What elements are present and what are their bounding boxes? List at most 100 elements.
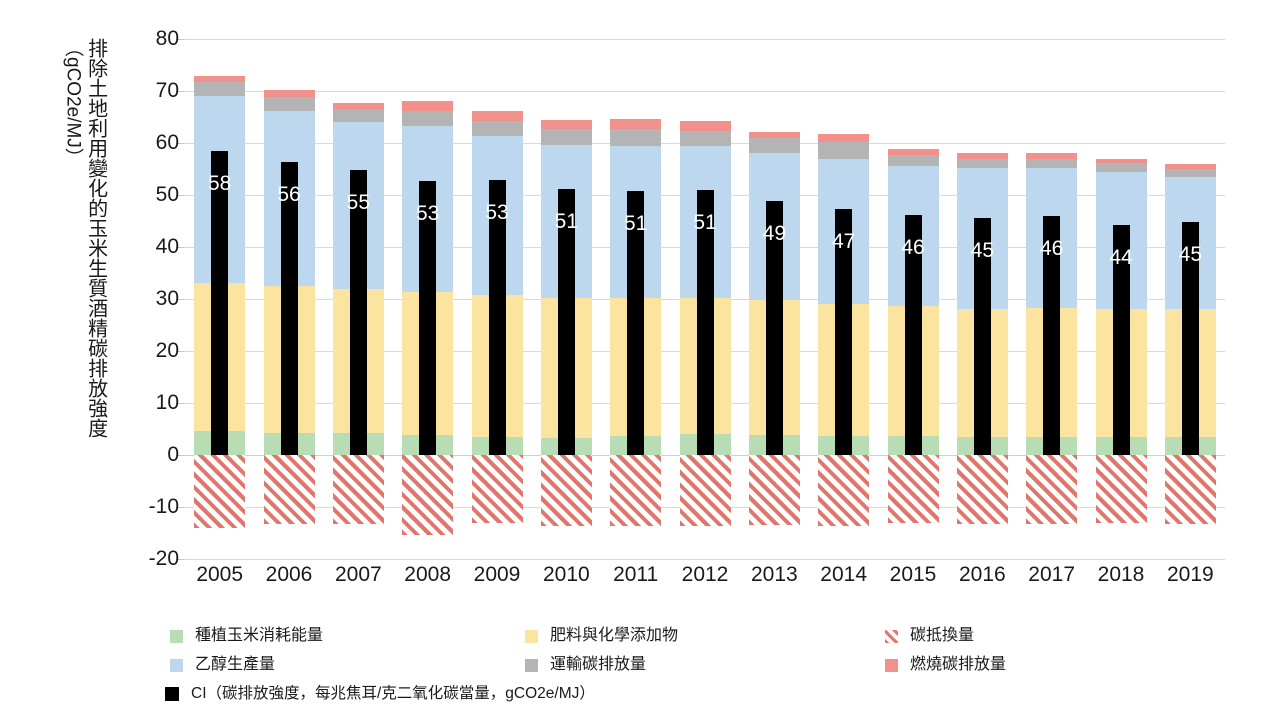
ci-overlay-bar[interactable] <box>627 190 645 455</box>
bar-segment-carbon-offset <box>194 455 246 529</box>
plot-area: 80 70 60 50 40 30 20 10 0 -10 -20 58 56 55 53 53 51 51 51… <box>149 27 1225 586</box>
legend-swatch-black <box>165 686 179 701</box>
bar-column[interactable] <box>887 39 939 559</box>
y-axis-label-text: 排除土地利用變化的玉米生質酒精碳排放強度 <box>84 38 107 438</box>
ci-overlay-bar[interactable] <box>765 200 783 455</box>
bar-segment-combustion-emissions <box>679 120 731 131</box>
bar-segment-transport-emissions <box>610 128 662 146</box>
legend-item-ci[interactable]: CI（碳排放強度，每兆焦耳/克二氧化碳當量，gCO2e/MJ） <box>165 686 595 702</box>
y-axis-tick-label: -20 <box>148 547 179 570</box>
ci-overlay-bar[interactable] <box>488 180 506 455</box>
bar-segment-transport-emissions <box>818 141 870 160</box>
legend-swatch-yellow <box>525 629 538 643</box>
bar-segment-combustion-emissions <box>1026 152 1078 159</box>
bar-column[interactable] <box>332 39 384 559</box>
x-axis-tick-label: 2019 <box>1166 563 1214 586</box>
ci-overlay-bar[interactable] <box>835 208 853 455</box>
y-axis-tickmark <box>176 507 185 508</box>
x-axis-tick-label: 2012 <box>681 563 729 586</box>
bar-column[interactable] <box>471 39 523 559</box>
ci-overlay-bar[interactable] <box>349 169 367 455</box>
ci-overlay-bar[interactable] <box>557 188 575 455</box>
bar-segment-carbon-offset <box>332 455 384 525</box>
x-axis-tick-label: 2013 <box>750 563 798 586</box>
x-axis-tick-label: 2016 <box>958 563 1006 586</box>
bar-segment-carbon-offset <box>402 455 454 535</box>
y-axis-tick-label: 50 <box>155 183 179 206</box>
y-axis-tick-label: 20 <box>155 339 179 362</box>
y-axis-tick-label: 30 <box>155 287 179 310</box>
legend-swatch-pink <box>885 658 898 672</box>
ci-overlay-bar[interactable] <box>973 218 991 455</box>
legend-label: 肥料與化學添加物 <box>550 627 679 644</box>
bar-segment-combustion-emissions <box>471 111 523 121</box>
bar-segment-carbon-offset <box>1026 455 1078 524</box>
x-axis-tick-label: 2008 <box>404 563 452 586</box>
y-axis-tick-label: 10 <box>155 391 179 414</box>
ci-overlay-bar[interactable] <box>1181 222 1199 455</box>
ci-overlay-bar[interactable] <box>1112 225 1130 455</box>
bar-segment-transport-emissions <box>1026 158 1078 169</box>
chart-legend: 種植玉米消耗能量 乙醇生產量 肥料與化學添加物 運輸碳排放量 碳抵換量燃燒碳排放量 CI（… <box>165 628 1220 714</box>
bar-segment-combustion-emissions <box>540 119 592 129</box>
y-axis-label: 排除土地利用變化的玉米生質酒精碳排放強度 （gCO2e/MJ） <box>28 38 140 578</box>
x-axis-tick-label: 2005 <box>196 563 244 586</box>
bar-column[interactable] <box>540 39 592 559</box>
y-axis-tickmark <box>176 455 185 456</box>
bar-segment-combustion-emissions <box>748 131 800 139</box>
legend-item[interactable]: 運輸碳排放量 <box>525 657 646 673</box>
legend-label-ci: CI（碳排放強度，每兆焦耳/克二氧化碳當量，gCO2e/MJ） <box>191 685 595 702</box>
y-axis-tickmark <box>176 195 185 196</box>
bar-segment-transport-emissions <box>679 130 731 147</box>
legend-swatch-hatch <box>885 629 898 643</box>
bar-segment-combustion-emissions <box>818 134 870 142</box>
bar-segment-combustion-emissions <box>402 100 454 111</box>
x-axis-tick-label: 2017 <box>1028 563 1076 586</box>
legend-item[interactable]: 乙醇生產量 <box>170 657 275 673</box>
bar-segment-carbon-offset <box>1164 455 1216 525</box>
y-axis-tickmark <box>176 403 185 404</box>
bar-segment-carbon-offset <box>471 455 523 524</box>
legend-item[interactable]: 種植玉米消耗能量 <box>170 628 323 644</box>
ci-overlay-bar[interactable] <box>696 190 714 455</box>
legend-swatch-gray <box>525 658 538 672</box>
legend-item[interactable]: 燃燒碳排放量 <box>885 657 1006 673</box>
bar-segment-carbon-offset <box>263 455 315 525</box>
bar-segment-carbon-offset <box>540 455 592 526</box>
bar-segment-transport-emissions <box>471 120 523 136</box>
x-axis-tick-label: 2018 <box>1097 563 1145 586</box>
legend-label: 碳抵換量 <box>910 627 975 644</box>
legend-label: 燃燒碳排放量 <box>910 656 1007 673</box>
x-axis-tick-label: 2011 <box>613 563 659 586</box>
bar-segment-transport-emissions <box>194 82 246 97</box>
legend-label: 種植玉米消耗能量 <box>195 627 324 644</box>
bar-segment-combustion-emissions <box>1095 159 1147 164</box>
bar-segment-combustion-emissions <box>1164 164 1216 169</box>
ci-overlay-bar[interactable] <box>904 215 922 455</box>
y-axis-tick-label: 80 <box>155 27 179 50</box>
legend-label: 乙醇生產量 <box>195 656 276 673</box>
bar-segment-transport-emissions <box>332 109 384 123</box>
ci-overlay-bar[interactable] <box>280 162 298 455</box>
bar-segment-combustion-emissions <box>610 119 662 129</box>
bar-segment-carbon-offset <box>887 455 939 524</box>
ci-overlay-bar[interactable] <box>211 150 229 455</box>
bar-segment-carbon-offset <box>956 455 1008 524</box>
y-axis-tick-label: 0 <box>167 443 179 466</box>
bar-segment-combustion-emissions <box>332 102 384 110</box>
ci-overlay-bar[interactable] <box>419 181 437 455</box>
bar-segment-transport-emissions <box>263 96 315 111</box>
legend-label: 運輸碳排放量 <box>550 656 647 673</box>
legend-swatch-green <box>170 629 183 643</box>
x-axis-tick-label: 2014 <box>820 563 868 586</box>
y-axis-tickmark <box>176 91 185 92</box>
ci-overlay-bar[interactable] <box>1043 215 1061 455</box>
legend-swatch-blue <box>170 658 183 672</box>
y-axis-tickmark <box>176 559 185 560</box>
legend-item[interactable]: 碳抵換量 <box>885 628 974 644</box>
y-axis-tick-label: 70 <box>155 79 179 102</box>
legend-item[interactable]: 肥料與化學添加物 <box>525 628 678 644</box>
y-axis-tickmark <box>176 143 185 144</box>
x-axis-tick-label: 2010 <box>542 563 590 586</box>
